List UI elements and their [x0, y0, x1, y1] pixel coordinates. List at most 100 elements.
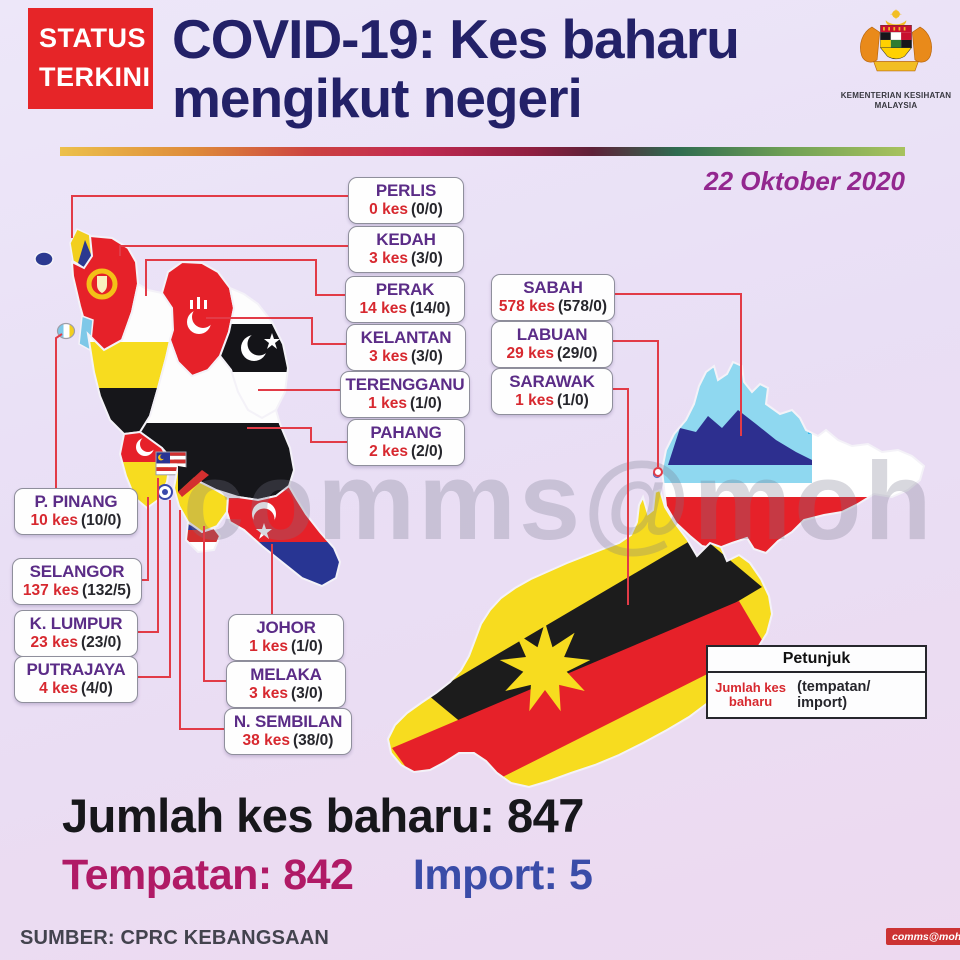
state-label-perlis: PERLIS 0 kes (0/0) — [348, 177, 464, 224]
legend-key-label: Jumlah kes baharu — [715, 679, 786, 709]
state-label-johor: JOHOR 1 kes (1/0) — [228, 614, 344, 661]
connector-putrajaya — [138, 500, 171, 678]
state-name: KEDAH — [376, 230, 436, 249]
state-name: PERAK — [375, 280, 435, 299]
connector-selangor — [142, 497, 149, 581]
legend-box: Petunjuk Jumlah kes baharu (tempatan/ im… — [706, 645, 927, 719]
report-date: 22 Oktober 2020 — [704, 166, 905, 196]
state-count: 137 kes — [22, 582, 79, 599]
state-shape-putrajaya — [157, 484, 173, 500]
state-label-selangor: SELANGOR 137 kes (132/5) — [12, 558, 142, 605]
state-shape-perlis — [69, 228, 93, 270]
total-cases-line: Jumlah kes baharu: 847 — [62, 788, 922, 843]
credit-badge: comms@moh — [886, 928, 960, 945]
connector-kedah — [119, 245, 348, 256]
state-split: (1/0) — [290, 638, 323, 655]
totals-section: Jumlah kes baharu: 847 Tempatan: 842 Imp… — [62, 788, 922, 900]
legend-title: Petunjuk — [708, 647, 925, 673]
state-shape-terengganu — [218, 286, 290, 420]
status-badge: STATUS TERKINI — [28, 8, 153, 109]
state-name: LABUAN — [516, 325, 588, 344]
state-split: (578/0) — [557, 298, 608, 315]
connector-perak — [145, 259, 345, 296]
connector-k-lumpur — [138, 478, 159, 633]
state-label-labuan: LABUAN 29 kes (29/0) — [491, 321, 613, 368]
state-count: 3 kes — [249, 685, 288, 702]
state-name: P. PINANG — [34, 492, 118, 511]
divider-gradient-bar — [60, 147, 905, 156]
state-label-terengganu: TERENGGANU 1 kes (1/0) — [340, 371, 470, 418]
state-shape-kelantan — [160, 260, 236, 378]
state-split: (4/0) — [80, 680, 113, 697]
source-text: SUMBER: CPRC KEBANGSAAN — [20, 927, 330, 949]
state-split: (3/0) — [290, 685, 323, 702]
state-shape-perak — [86, 282, 175, 436]
state-label-melaka: MELAKA 3 kes (3/0) — [226, 661, 346, 708]
status-badge-line1: STATUS — [39, 23, 146, 53]
state-name: K. LUMPUR — [29, 614, 123, 633]
state-split: (132/5) — [81, 582, 132, 599]
state-split: (1/0) — [556, 392, 589, 409]
state-count: 23 kes — [30, 634, 78, 651]
moh-logo: KEMENTERIAN KESIHATAN MALAYSIA — [836, 6, 956, 111]
state-label-sarawak: SARAWAK 1 kes (1/0) — [491, 368, 613, 415]
ministry-crest-icon — [860, 9, 932, 72]
state-count: 1 kes — [368, 395, 407, 412]
state-count: 4 kes — [39, 680, 78, 697]
state-count: 0 kes — [369, 201, 408, 218]
local-cases: Tempatan: 842 — [62, 851, 354, 899]
island-langkawi — [34, 251, 54, 267]
state-split: (29/0) — [556, 345, 598, 362]
state-label-kelantan: KELANTAN 3 kes (3/0) — [346, 324, 466, 371]
state-count: 3 kes — [369, 348, 408, 365]
state-split: (3/0) — [410, 348, 443, 365]
state-shape-kedah — [70, 234, 140, 352]
breakdown-line: Tempatan: 842 Import: 5 — [62, 851, 922, 900]
state-label-perak: PERAK 14 kes (14/0) — [345, 276, 465, 323]
state-split: (1/0) — [409, 395, 442, 412]
state-label-pahang: PAHANG 2 kes (2/0) — [347, 419, 465, 466]
state-name: PUTRAJAYA — [26, 660, 126, 679]
connector-sabah — [615, 293, 742, 436]
state-count: 14 kes — [359, 300, 407, 317]
state-split: (38/0) — [292, 732, 334, 749]
state-count: 10 kes — [30, 512, 78, 529]
import-cases: Import: 5 — [412, 851, 593, 899]
connector-kelantan — [206, 317, 346, 345]
connector-p-pinang — [55, 333, 63, 488]
state-split: (14/0) — [409, 300, 451, 317]
state-name: KELANTAN — [360, 328, 452, 347]
state-label-putrajaya: PUTRAJAYA 4 kes (4/0) — [14, 656, 138, 703]
state-name: SARAWAK — [509, 372, 595, 391]
state-name: TERENGGANU — [345, 375, 465, 394]
state-name: SELANGOR — [29, 562, 125, 581]
state-split: (0/0) — [410, 201, 443, 218]
state-name: JOHOR — [256, 618, 316, 637]
state-label-sabah: SABAH 578 kes (578/0) — [491, 274, 615, 321]
status-badge-line2: TERKINI — [39, 62, 151, 93]
state-name: N. SEMBILAN — [233, 712, 343, 731]
watermark-text: comms@moh — [183, 440, 935, 563]
state-name: PERLIS — [375, 181, 437, 200]
connector-perlis — [71, 195, 348, 238]
state-count: 38 kes — [242, 732, 290, 749]
state-name: MELAKA — [250, 665, 322, 684]
page-title-line2: mengikut negeri — [172, 67, 583, 130]
state-label-k-lumpur: K. LUMPUR 23 kes (23/0) — [14, 610, 138, 657]
ministry-name-line2: MALAYSIA — [874, 101, 918, 110]
page-title: COVID-19: Kes baharu mengikut negeri — [172, 8, 832, 130]
page-title-line1: COVID-19: Kes baharu — [172, 8, 740, 70]
state-split: (23/0) — [80, 634, 122, 651]
state-label-n-sembilan: N. SEMBILAN 38 kes (38/0) — [224, 708, 352, 755]
state-name: PAHANG — [370, 423, 442, 442]
state-count: 2 kes — [369, 443, 408, 460]
state-shape-kuala-lumpur — [155, 451, 187, 476]
state-count: 578 kes — [498, 298, 555, 315]
state-label-kedah: KEDAH 3 kes (3/0) — [348, 226, 464, 273]
state-label-p-pinang: P. PINANG 10 kes (10/0) — [14, 488, 138, 535]
state-name: SABAH — [523, 278, 583, 297]
total-cases-value: 847 — [507, 789, 584, 842]
state-shape-penang — [56, 314, 94, 352]
state-count: 3 kes — [369, 250, 408, 267]
